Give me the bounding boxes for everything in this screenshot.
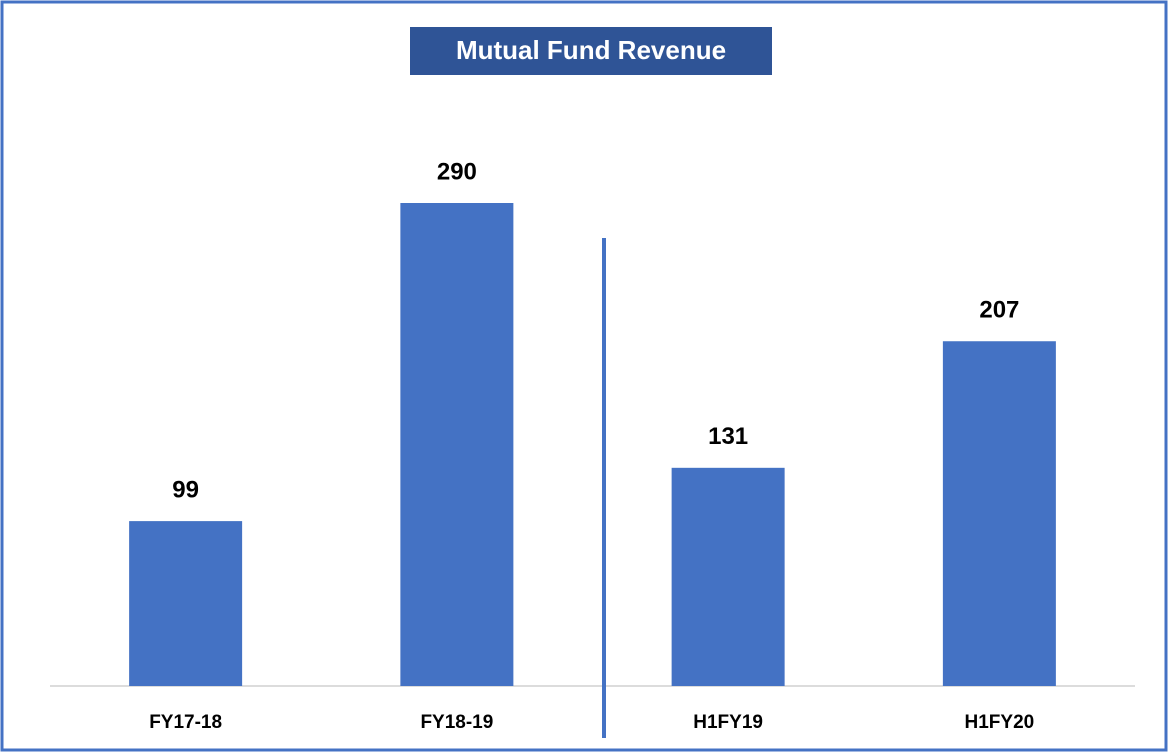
bar <box>942 341 1056 686</box>
x-tick-label: FY17-18 <box>149 712 222 733</box>
x-tick-label: H1FY19 <box>693 712 763 733</box>
bar <box>400 203 514 686</box>
x-tick-label: H1FY20 <box>965 712 1035 733</box>
bar <box>129 521 243 686</box>
data-label: 99 <box>172 476 199 503</box>
data-label: 290 <box>437 158 477 185</box>
data-label: 207 <box>979 297 1019 324</box>
x-tick-label: FY18-19 <box>420 712 493 733</box>
bar <box>671 467 785 686</box>
data-label: 131 <box>708 423 748 450</box>
title-box <box>410 27 772 75</box>
chart-title: Mutual Fund Revenue <box>456 35 726 65</box>
